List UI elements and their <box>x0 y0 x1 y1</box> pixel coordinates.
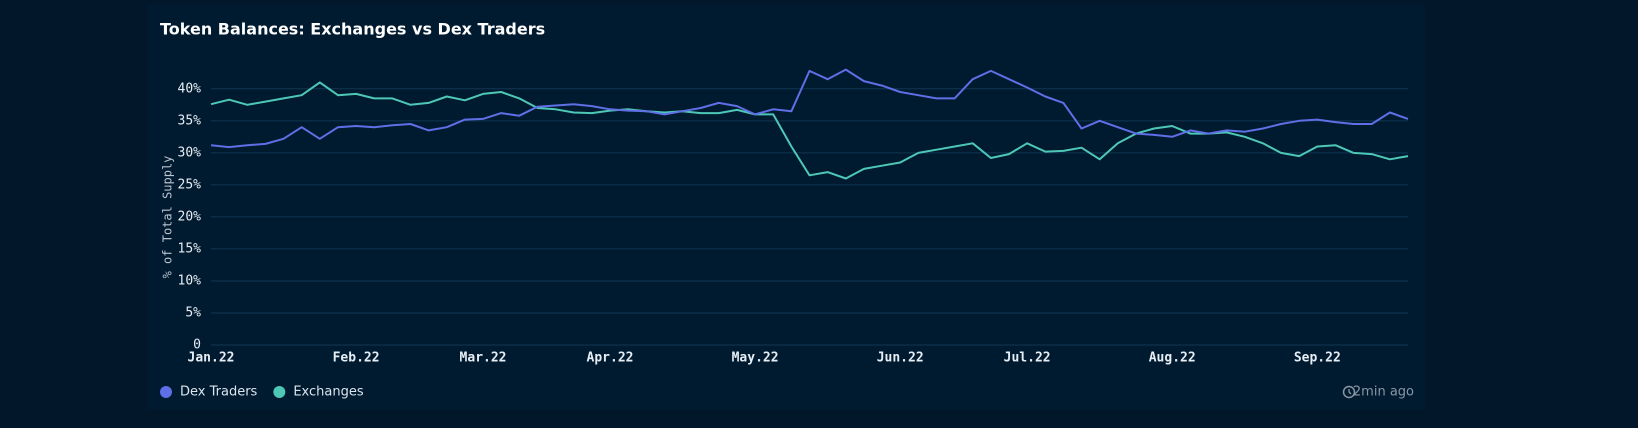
x-tick-label: Feb.22 <box>333 351 380 366</box>
y-tick-label: 35% <box>178 113 202 128</box>
x-tick-label: May.22 <box>732 351 779 366</box>
chart-title: Token Balances: Exchanges vs Dex Traders <box>160 20 545 39</box>
y-tick-label: 25% <box>178 177 202 192</box>
y-axis-label: % of Total Supply <box>161 156 175 279</box>
card <box>147 5 1425 410</box>
x-tick-label: Jan.22 <box>188 351 235 366</box>
x-tick-label: Jul.22 <box>1004 351 1051 366</box>
x-tick-label: Jun.22 <box>877 351 924 366</box>
y-tick-label: 20% <box>178 209 202 224</box>
legend-marker <box>160 386 172 398</box>
y-tick-label: 5% <box>185 305 201 320</box>
x-tick-label: Sep.22 <box>1294 351 1341 366</box>
legend-label: Exchanges <box>293 385 364 400</box>
status-text: 2min ago <box>1353 385 1414 400</box>
series-line <box>210 68 1409 149</box>
clock-icon <box>1342 385 1356 399</box>
x-tick-label: Apr.22 <box>587 351 634 366</box>
x-tick-label: Mar.22 <box>460 351 507 366</box>
legend-label: Dex Traders <box>180 385 258 400</box>
y-tick-label: 40% <box>178 81 202 96</box>
x-tick-label: Aug.22 <box>1149 351 1196 366</box>
y-tick-label: 15% <box>178 241 202 256</box>
legend-marker <box>273 386 286 398</box>
y-tick-label: 30% <box>178 145 202 160</box>
y-tick-label: 0 <box>193 338 201 353</box>
y-tick-label: 10% <box>178 273 202 288</box>
